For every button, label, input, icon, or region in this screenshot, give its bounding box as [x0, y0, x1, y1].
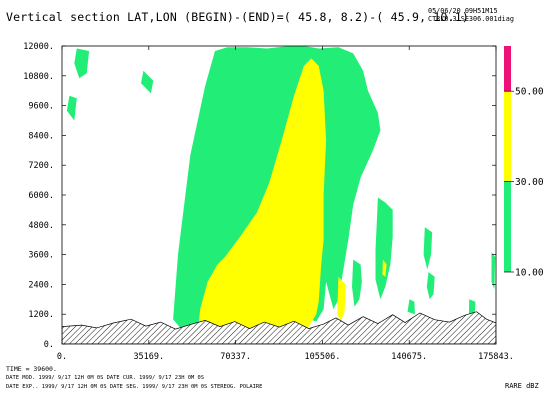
run-date: 05/06/20 09H51M15	[428, 7, 498, 15]
data-file-name: CTRL0.3.SE306.001diag	[428, 15, 514, 23]
y-tick-label: 9600.	[28, 102, 54, 112]
colorbar-level-label: 10.00	[515, 268, 544, 279]
y-tick-label: 2400.	[28, 280, 54, 290]
echo-10dbz-region-7	[327, 219, 336, 263]
y-tick-label: 12000.	[23, 42, 54, 52]
x-tick-label: 175843.	[478, 352, 514, 362]
x-tick-label: 70337.	[220, 352, 251, 362]
colorbar-units: RARE dBZ	[505, 382, 539, 390]
y-axis: 0. 1200. 2400. 3600. 4800. 6000. 7200. 8400. 960…	[23, 42, 496, 350]
time-stamp: TIME = 39600.	[6, 365, 57, 373]
chart-title: Vertical section LAT,LON (BEGIN)-(END)=(…	[6, 10, 470, 24]
x-tick-label: 35169.	[133, 352, 164, 362]
colorbar-band-1	[504, 91, 511, 182]
echo-30dbz-region-0	[197, 58, 327, 335]
y-tick-label: 8400.	[28, 131, 54, 141]
y-tick-label: 3600.	[28, 251, 54, 261]
echo-10dbz-region-1	[74, 48, 90, 79]
echo-10dbz-region-8	[423, 227, 433, 270]
colorbar-band-0	[504, 181, 511, 272]
terrain	[62, 311, 496, 344]
x-axis: 0. 35169. 70337. 105506. 140675. 175843.	[57, 46, 514, 362]
y-tick-label: 0.	[44, 340, 54, 350]
echo-10dbz-region-3	[141, 70, 154, 94]
echo-10dbz-region-10	[407, 299, 415, 315]
date-line-2: DATE EXP.. 1999/ 9/17 12H 0M 0S DATE SEG…	[6, 384, 263, 390]
x-tick-label: 140675.	[391, 352, 427, 362]
y-tick-label: 1200.	[28, 310, 54, 320]
date-line-1: DATE MOD. 1999/ 9/17 12H 0M 0S DATE CUR.…	[6, 375, 204, 381]
echo-10dbz-region-2	[66, 95, 77, 121]
y-tick-label: 7200.	[28, 161, 54, 171]
reflectivity-field	[66, 46, 496, 335]
y-tick-label: 4800.	[28, 221, 54, 231]
echo-10dbz-region-5	[375, 197, 393, 300]
colorbar-level-label: 50.00	[515, 87, 544, 98]
echo-30dbz-region-2	[382, 259, 387, 277]
echo-10dbz-region-6	[352, 259, 362, 307]
y-tick-label: 6000.	[28, 191, 54, 201]
x-tick-label: 105506.	[304, 352, 340, 362]
echo-30dbz-region-1	[337, 276, 346, 322]
colorbar: 10.00 30.00 50.00	[504, 46, 544, 279]
colorbar-level-label: 30.00	[515, 177, 544, 188]
terrain-profile	[62, 311, 496, 344]
y-tick-label: 10800.	[23, 72, 54, 82]
echo-10dbz-region-9	[426, 272, 435, 300]
echo-10dbz-region-11	[491, 252, 496, 290]
colorbar-band-2	[504, 46, 511, 92]
x-tick-label: 0.	[57, 352, 67, 362]
